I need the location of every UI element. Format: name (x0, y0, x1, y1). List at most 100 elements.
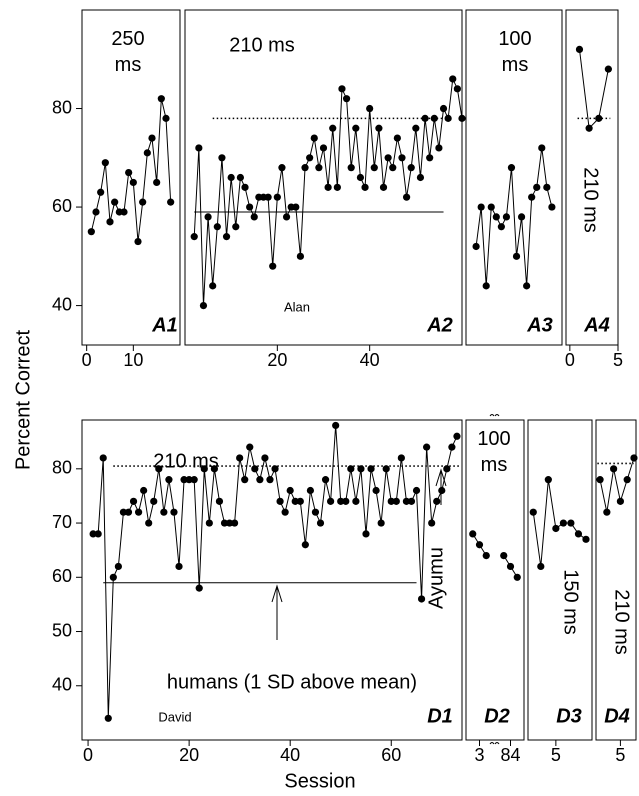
data-point (361, 183, 369, 191)
panel-frame (184, 9, 463, 346)
axis-break (489, 414, 500, 745)
data-point (444, 114, 452, 122)
data-point (449, 75, 457, 83)
data-point (220, 519, 229, 527)
data-point (538, 144, 546, 152)
y-tick-label: 40 (52, 675, 72, 695)
data-point (375, 124, 383, 132)
data-point (261, 454, 269, 462)
data-point (492, 213, 500, 221)
x-tick-label: 84 (500, 745, 520, 765)
data-point (175, 562, 183, 571)
y-tick-label: 40 (52, 294, 72, 314)
data-point (528, 193, 536, 201)
data-point (342, 497, 350, 505)
data-point (372, 486, 380, 495)
data-point (231, 519, 239, 527)
data-point (477, 203, 485, 211)
series-line (578, 49, 609, 130)
panel-frame (595, 419, 637, 741)
data-point (114, 562, 122, 571)
data-point (167, 198, 175, 206)
data-point (458, 114, 466, 122)
annotation: David (158, 709, 191, 724)
x-axis-label: Session (284, 770, 355, 792)
panel-frame (465, 419, 525, 741)
x-tick-label: 0 (565, 350, 575, 370)
data-point (292, 203, 300, 211)
data-point (306, 486, 315, 495)
data-point (421, 114, 429, 122)
data-point (517, 213, 526, 221)
data-point (236, 454, 244, 462)
data-point (291, 497, 299, 505)
data-point (282, 213, 291, 221)
data-point (139, 198, 147, 206)
data-point (412, 124, 420, 132)
panel-label: D2 (484, 705, 510, 727)
data-point (392, 497, 400, 505)
data-point (281, 508, 289, 516)
arrow (271, 584, 283, 640)
annotation: 100 ms (498, 28, 531, 76)
data-point (630, 454, 638, 462)
x-tick-label: 0 (83, 745, 93, 765)
panel-frame (81, 9, 181, 346)
data-point (101, 159, 109, 167)
data-point (209, 282, 217, 290)
data-point (250, 213, 258, 221)
data-point (190, 476, 198, 484)
data-point (397, 454, 405, 462)
data-point (199, 301, 208, 310)
data-point (507, 164, 516, 172)
data-point (423, 443, 431, 451)
data-point (567, 519, 575, 527)
data-point (241, 476, 249, 484)
data-point (544, 476, 552, 484)
data-point (271, 465, 279, 473)
data-point (482, 282, 490, 290)
data-point (153, 178, 161, 187)
data-point (222, 233, 231, 241)
data-point (428, 519, 436, 527)
series-line (532, 479, 587, 567)
x-tick-label: 40 (280, 745, 300, 765)
data-point (487, 203, 495, 211)
data-point (157, 95, 165, 103)
data-point (529, 508, 537, 516)
x-tick-label: 0 (82, 350, 92, 370)
data-point (389, 164, 397, 172)
panel-label: D3 (556, 705, 582, 727)
data-point (104, 714, 112, 722)
data-point (453, 432, 461, 440)
data-point (204, 213, 212, 221)
data-point (124, 508, 133, 516)
data-point (150, 497, 158, 505)
data-point (356, 173, 365, 182)
y-tick-label: 60 (52, 196, 72, 216)
panel-label: A1 (151, 314, 178, 336)
data-point (387, 497, 395, 505)
data-point (417, 595, 426, 603)
data-point (310, 134, 318, 142)
data-point (416, 173, 425, 182)
data-point (129, 497, 138, 505)
data-point (610, 465, 618, 473)
data-point (170, 508, 178, 516)
data-point (426, 154, 434, 162)
data-point (552, 524, 560, 533)
y-tick-label: 60 (52, 566, 72, 586)
annotation-line: 100 (477, 428, 510, 450)
data-point (145, 519, 153, 527)
data-point (125, 168, 133, 177)
data-point (347, 465, 355, 473)
data-point (278, 164, 286, 172)
data-point (543, 183, 551, 191)
panel-frame (465, 9, 563, 346)
annotation: 100 ms (477, 428, 510, 476)
annotation: 210 ms (611, 589, 633, 655)
x-tick-label: 3 (474, 745, 484, 765)
data-point (269, 262, 277, 270)
data-point (575, 45, 584, 54)
